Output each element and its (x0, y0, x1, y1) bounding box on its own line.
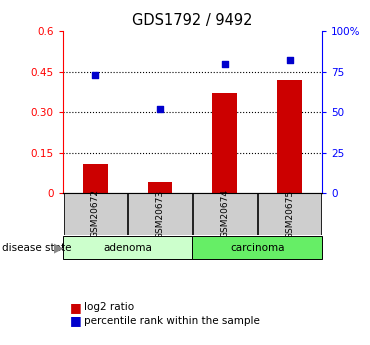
Text: adenoma: adenoma (103, 243, 152, 253)
Text: GSM20674: GSM20674 (220, 189, 229, 238)
Text: ■: ■ (70, 300, 82, 314)
Text: disease state: disease state (2, 243, 71, 253)
Point (157, 106, 163, 112)
Text: ■: ■ (70, 314, 82, 327)
Bar (148, 183, 172, 193)
Text: GSM20672: GSM20672 (91, 189, 100, 238)
Bar (83, 164, 108, 193)
Text: percentile rank within the sample: percentile rank within the sample (84, 316, 260, 326)
Bar (64, 193, 127, 235)
Bar (212, 93, 237, 193)
Bar (277, 80, 302, 193)
Bar (193, 193, 256, 235)
Bar (128, 193, 192, 235)
Text: log2 ratio: log2 ratio (84, 302, 134, 312)
Point (222, 61, 228, 66)
Bar (258, 193, 321, 235)
Text: ▶: ▶ (54, 241, 63, 254)
Text: GSM20675: GSM20675 (285, 189, 294, 238)
Text: carcinoma: carcinoma (230, 243, 285, 253)
Title: GDS1792 / 9492: GDS1792 / 9492 (132, 13, 253, 29)
Text: GSM20673: GSM20673 (155, 189, 165, 238)
Point (286, 58, 292, 63)
Point (92, 72, 98, 78)
